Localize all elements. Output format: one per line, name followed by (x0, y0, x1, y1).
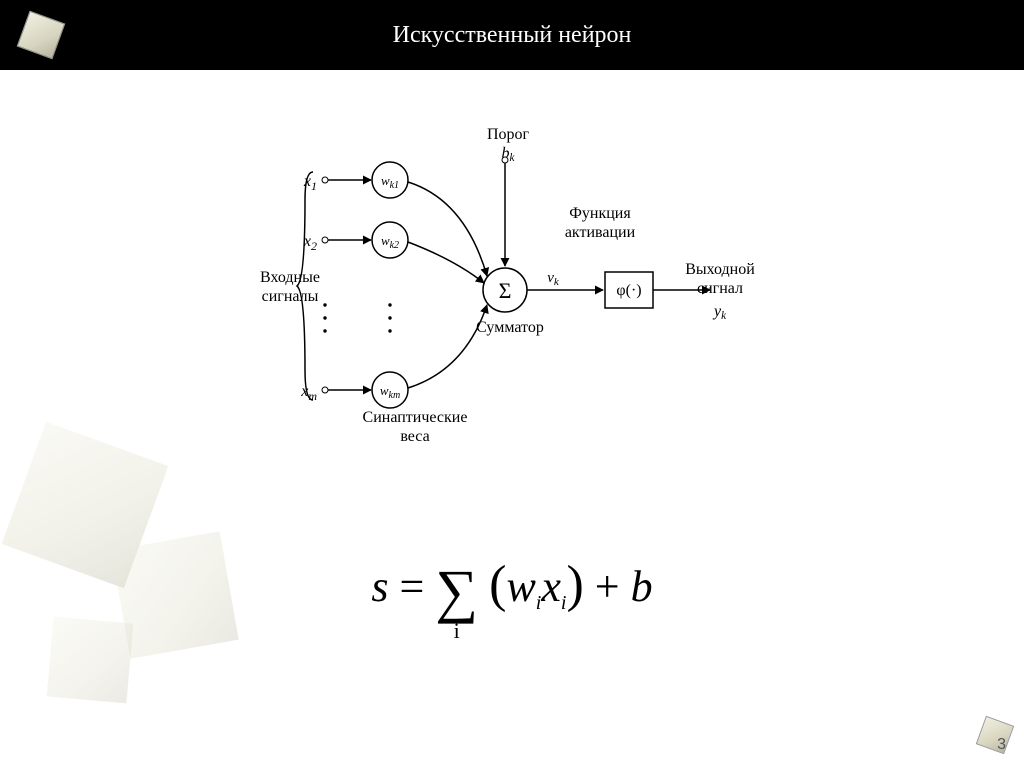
vk-label: vk (547, 270, 560, 288)
input-terminal-2 (322, 237, 328, 243)
slide-header: Искусственный нейрон (0, 0, 1024, 70)
formula-sum-symbol: ∑ i (435, 557, 478, 626)
vdots-inputs (323, 303, 326, 332)
slide-number: 3 (997, 736, 1006, 754)
neuron-formula: s = ∑ i (wixi) + b (0, 555, 1024, 626)
bias-terminal (502, 157, 508, 163)
activation-phi-label: φ(·) (616, 282, 641, 299)
summator-sigma: Σ (499, 278, 512, 303)
formula-lhs: s (371, 562, 388, 611)
input-terminal-1 (322, 177, 328, 183)
formula-sum-index: i (454, 618, 460, 644)
cube-decor-bottomright (976, 716, 1014, 754)
formula-bias: b (631, 562, 653, 611)
slide-title: Искусственный нейрон (393, 22, 632, 49)
input-label-2: x2 (303, 233, 317, 253)
edge-w2-sum (408, 242, 484, 283)
input-label-m: xm (300, 383, 317, 403)
edge-w1-sum (408, 182, 487, 276)
cube-decor-bg3 (47, 617, 134, 704)
input-terminal-m (322, 387, 328, 393)
vdots-weights (388, 303, 391, 332)
neuron-diagram: x1 wk1 x2 wk2 xm wkm Σ vk φ(·) (235, 110, 795, 450)
edge-wm-sum (408, 305, 487, 388)
brace-path (297, 172, 313, 400)
